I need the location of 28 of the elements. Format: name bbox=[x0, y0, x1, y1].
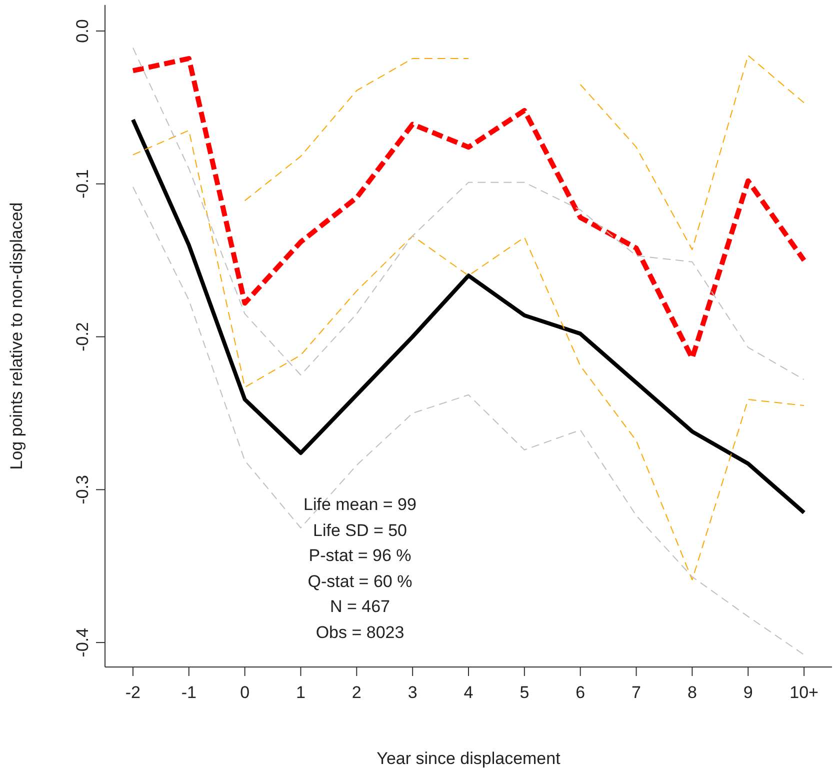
annotation: P-stat = 96 % bbox=[308, 545, 412, 568]
annotation: Q-stat = 60 % bbox=[306, 570, 414, 593]
x-tick-label: 10+ bbox=[790, 683, 819, 702]
x-tick-label: 2 bbox=[352, 683, 362, 702]
annotation: Obs = 8023 bbox=[314, 622, 406, 644]
x-tick-label: 1 bbox=[296, 683, 306, 702]
x-tick-label: -1 bbox=[181, 683, 196, 702]
y-tick-label: -0.2 bbox=[73, 322, 92, 352]
x-axis-title: Year since displacement bbox=[376, 749, 561, 768]
line-series bbox=[132, 186, 805, 656]
y-tick-label: -0.4 bbox=[73, 628, 92, 658]
y-tick-label: 0.0 bbox=[73, 19, 92, 43]
x-tick-label: 0 bbox=[240, 683, 250, 702]
x-tick-label: 3 bbox=[408, 683, 418, 702]
annotation: Life SD = 50 bbox=[312, 520, 408, 542]
x-tick-label: 4 bbox=[464, 683, 474, 702]
x-tick-label: 9 bbox=[743, 683, 753, 702]
x-tick-label: -2 bbox=[125, 683, 141, 702]
x-tick-label: 5 bbox=[520, 683, 530, 702]
y-tick-label: -0.3 bbox=[73, 475, 92, 504]
annotation: Life mean = 99 bbox=[302, 494, 418, 516]
x-tick-label: 8 bbox=[687, 683, 697, 702]
y-tick-label: -0.1 bbox=[73, 169, 92, 199]
x-tick-label: 7 bbox=[632, 683, 642, 702]
line-series bbox=[130, 118, 806, 515]
x-tick-label: 6 bbox=[576, 683, 586, 702]
annotation: N = 467 bbox=[328, 596, 391, 618]
y-axis-title: Log points relative to non-displaced bbox=[7, 202, 26, 470]
